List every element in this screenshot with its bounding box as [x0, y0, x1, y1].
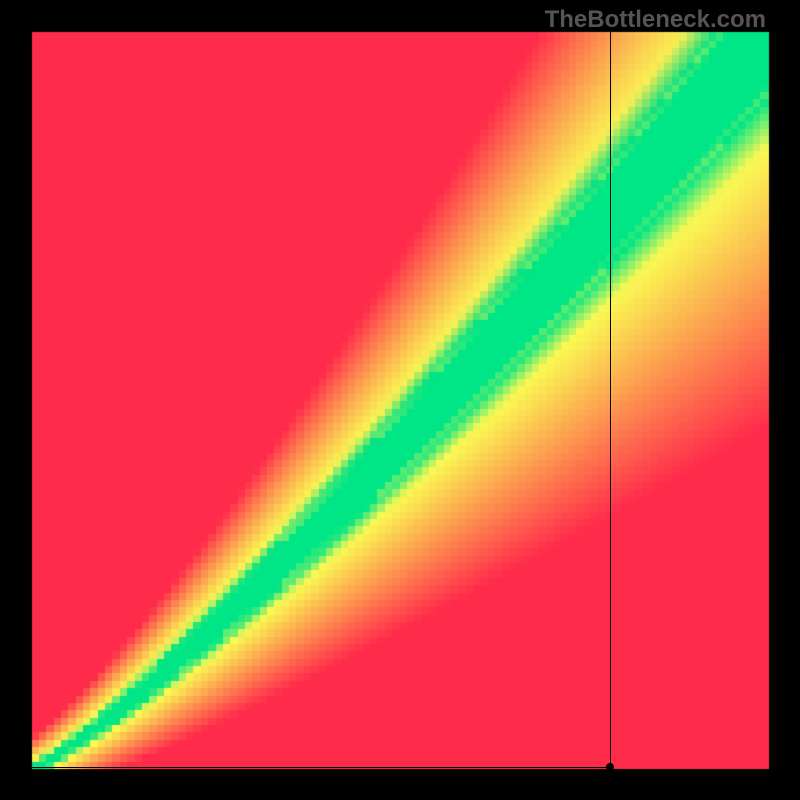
chart-container: TheBottleneck.com	[0, 0, 800, 800]
crosshair-horizontal	[32, 767, 610, 768]
crosshair-marker	[606, 763, 614, 771]
watermark-text: TheBottleneck.com	[545, 6, 766, 34]
heatmap-canvas	[0, 0, 800, 800]
crosshair-vertical	[610, 32, 611, 767]
